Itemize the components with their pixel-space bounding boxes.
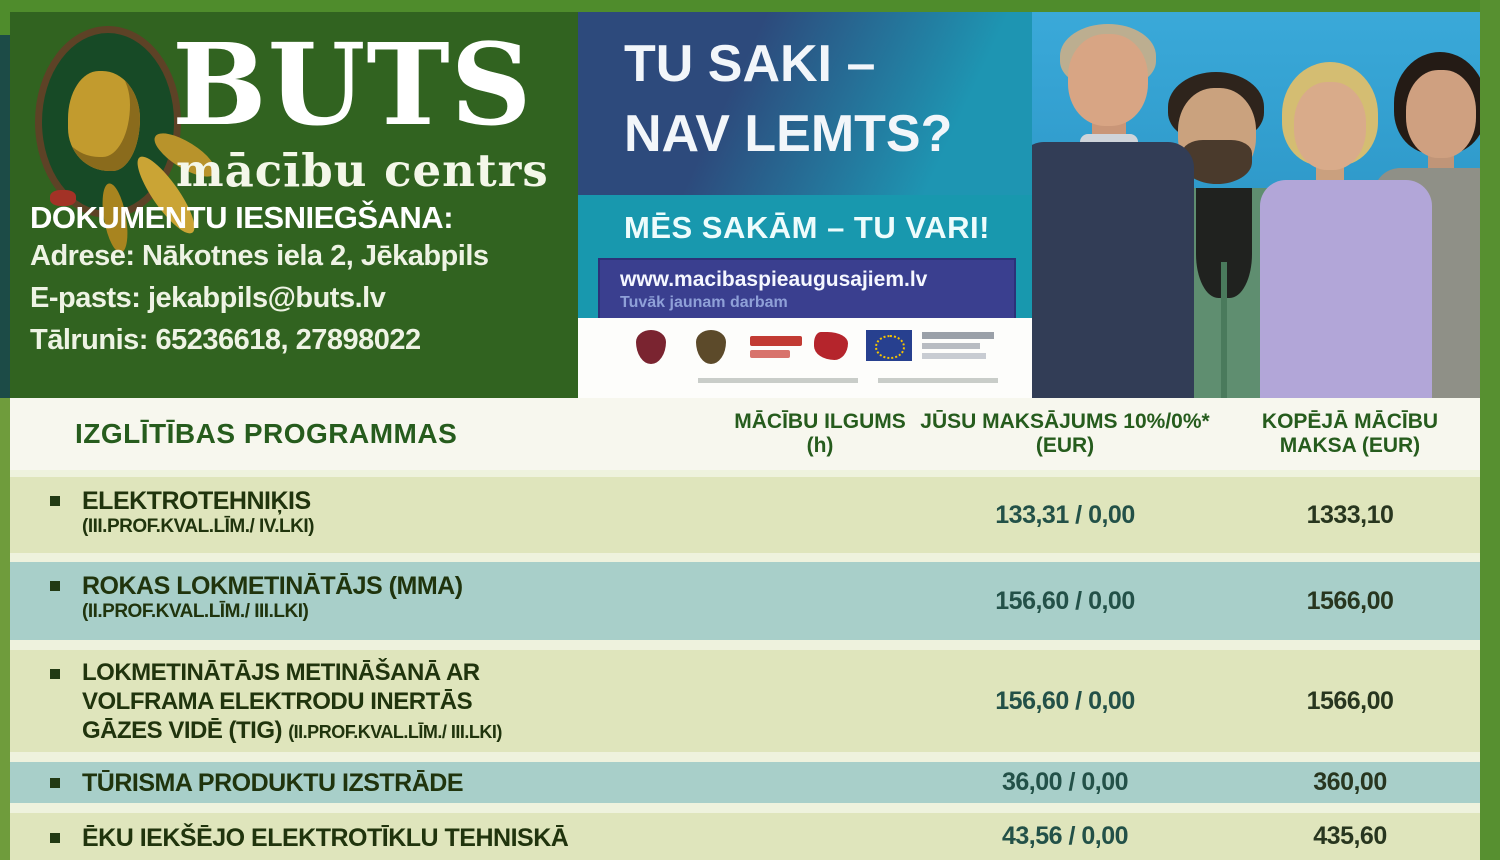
hours-cell xyxy=(720,562,920,640)
people-photo xyxy=(1032,12,1480,398)
table-header-row: IZGLĪTĪBAS PROGRAMMAS MĀCĪBU ILGUMS (h) … xyxy=(10,398,1480,470)
program-name: ROKAS LOKMETINĀTĀJS (MMA) (II.PROF.KVAL.… xyxy=(82,571,463,640)
person-3-sweater xyxy=(1260,180,1432,398)
top-border xyxy=(0,0,1500,12)
program-title: ELEKTROTEHNIĶIS xyxy=(82,487,311,515)
table-row: TŪRISMA PRODUKTU IZSTRĀDE 36,00 / 0,00 3… xyxy=(10,762,1480,803)
coat-of-arms-logo xyxy=(636,330,666,364)
program-title: LOKMETINĀTĀJS METINĀŠANĀ AR VOLFRAMA ELE… xyxy=(82,659,480,744)
promo-headline-line1: TU SAKI – xyxy=(624,35,876,93)
program-cell: ELEKTROTEHNIĶIS (III.PROF.KVAL.LĪM./ IV.… xyxy=(50,477,730,553)
address-line: Adrese: Nākotnes iela 2, Jēkabpils xyxy=(30,240,489,272)
logo-caption-text xyxy=(878,378,998,383)
program-name: ĒKU IEKŠĒJO ELEKTROTĪKLU TEHNISKĀ xyxy=(82,823,569,860)
program-qualification: (II.PROF.KVAL.LĪM./ III.LKI) xyxy=(82,601,309,622)
eu-logo-text xyxy=(922,353,986,359)
total-cell: 1566,00 xyxy=(1306,686,1394,715)
hours-cell xyxy=(720,650,920,752)
program-qualification: (III.PROF.KVAL.LĪM./ IV.LKI) xyxy=(82,516,314,537)
promo-tagline: MĒS SAKĀM – TU VARI! xyxy=(624,210,990,245)
column-header-payment: JŪSU MAKSĀJUMS 10%/0%* (EUR) xyxy=(920,409,1210,457)
email-line: E-pasts: jekabpils@buts.lv xyxy=(30,282,386,314)
left-border-middle xyxy=(0,35,10,398)
table-row: ELEKTROTEHNIĶIS (III.PROF.KVAL.LĪM./ IV.… xyxy=(10,477,1480,553)
nva-red-logo xyxy=(750,350,790,358)
eu-stars-icon xyxy=(875,335,905,359)
logo-red-accent xyxy=(50,190,76,206)
program-title: TŪRISMA PRODUKTU IZSTRĀDE xyxy=(82,768,464,797)
program-cell: TŪRISMA PRODUKTU IZSTRĀDE xyxy=(50,762,730,803)
total-cell: 435,60 xyxy=(1313,822,1387,850)
program-cell: ROKAS LOKMETINĀTĀJS (MMA) (II.PROF.KVAL.… xyxy=(50,562,730,640)
bullet-icon xyxy=(50,833,60,843)
program-cell: ĒKU IEKŠĒJO ELEKTROTĪKLU TEHNISKĀ xyxy=(50,813,730,860)
left-border-top xyxy=(0,0,10,35)
person-1-sweater xyxy=(1032,142,1194,398)
payment-cell: 36,00 / 0,00 xyxy=(1001,768,1129,796)
total-cell: 1566,00 xyxy=(1306,586,1394,615)
promo-headline-line2: NAV LEMTS? xyxy=(624,105,953,163)
total-cell: 1333,10 xyxy=(1306,500,1394,529)
bullet-icon xyxy=(50,777,60,788)
sponsor-logo-strip xyxy=(578,318,1032,398)
info-panel: BUTS mācību centrs DOKUMENTU IESNIEGŠANA… xyxy=(10,12,578,398)
phone-line: Tālrunis: 65236618, 27898022 xyxy=(30,324,421,356)
ministry-crest-logo xyxy=(696,330,726,364)
person-2-zipper xyxy=(1221,262,1227,398)
hours-cell xyxy=(720,477,920,553)
column-header-total: KOPĒJĀ MĀCĪBU MAKSA (EUR) xyxy=(1261,409,1439,457)
hours-cell xyxy=(720,762,920,803)
website-url: www.macibaspieaugusajiem.lv xyxy=(620,268,928,291)
nva-red-logo xyxy=(750,336,802,346)
programs-table: IZGLĪTĪBAS PROGRAMMAS MĀCĪBU ILGUMS (h) … xyxy=(10,398,1480,860)
bullet-icon xyxy=(50,496,60,506)
website-box: www.macibaspieaugusajiem.lv Tuvāk jaunam… xyxy=(598,258,1016,322)
bullet-icon xyxy=(50,669,60,679)
owl-icon xyxy=(68,71,140,171)
hours-cell xyxy=(720,813,920,860)
eu-logo-text xyxy=(922,343,980,349)
program-title: ROKAS LOKMETINĀTĀJS (MMA) xyxy=(82,572,463,600)
nva-red-logo xyxy=(814,332,848,360)
promo-panel: TU SAKI – NAV LEMTS? MĒS SAKĀM – TU VARI… xyxy=(578,12,1032,398)
program-name: TŪRISMA PRODUKTU IZSTRĀDE xyxy=(82,768,464,798)
payment-cell: 43,56 / 0,00 xyxy=(1001,822,1129,850)
payment-cell: 156,60 / 0,00 xyxy=(995,686,1135,715)
person-1-face xyxy=(1068,34,1148,126)
person-4-face xyxy=(1406,70,1476,158)
program-name: LOKMETINĀTĀJS METINĀŠANĀ AR VOLFRAMA ELE… xyxy=(82,659,512,752)
brand-subtitle: mācību centrs xyxy=(176,144,549,197)
person-3-face xyxy=(1294,82,1366,170)
column-header-hours: MĀCĪBU ILGUMS (h) xyxy=(734,409,906,457)
total-cell: 360,00 xyxy=(1313,768,1387,796)
table-row: LOKMETINĀTĀJS METINĀŠANĀ AR VOLFRAMA ELE… xyxy=(10,650,1480,752)
program-name: ELEKTROTEHNIĶIS (III.PROF.KVAL.LĪM./ IV.… xyxy=(82,486,314,553)
payment-cell: 156,60 / 0,00 xyxy=(995,586,1135,615)
program-cell: LOKMETINĀTĀJS METINĀŠANĀ AR VOLFRAMA ELE… xyxy=(50,650,730,752)
program-qualification: (II.PROF.KVAL.LĪM./ III.LKI) xyxy=(288,721,502,742)
documents-heading: DOKUMENTU IESNIEGŠANA: xyxy=(30,200,454,235)
brand-name: BUTS xyxy=(172,20,533,151)
program-title: ĒKU IEKŠĒJO ELEKTROTĪKLU TEHNISKĀ xyxy=(82,824,569,852)
eu-logo-text xyxy=(922,332,994,339)
logo-caption-text xyxy=(698,378,858,383)
eu-flag-logo xyxy=(866,330,912,361)
right-border xyxy=(1480,0,1500,860)
website-subtitle: Tuvāk jaunam darbam xyxy=(620,294,788,311)
promo-headline-band: TU SAKI – NAV LEMTS? xyxy=(578,12,1032,195)
payment-cell: 133,31 / 0,00 xyxy=(995,500,1135,529)
left-border-bottom xyxy=(0,398,10,860)
table-row: ĒKU IEKŠĒJO ELEKTROTĪKLU TEHNISKĀ 43,56 … xyxy=(10,813,1480,860)
table-title: IZGLĪTĪBAS PROGRAMMAS xyxy=(75,418,458,449)
table-row: ROKAS LOKMETINĀTĀJS (MMA) (II.PROF.KVAL.… xyxy=(10,562,1480,640)
bullet-icon xyxy=(50,581,60,591)
